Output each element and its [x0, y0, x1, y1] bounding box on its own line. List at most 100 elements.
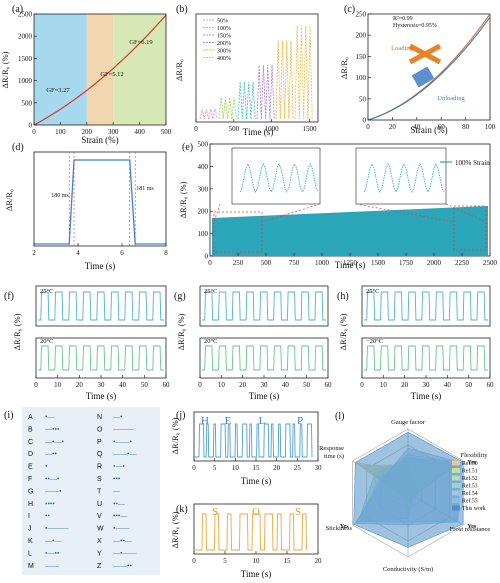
radar-series	[353, 431, 463, 548]
temperature-label: 25°C	[40, 288, 53, 295]
morse-letter: Q	[97, 451, 103, 458]
morse-letter: P	[97, 439, 102, 446]
loading-label: Loading	[391, 45, 413, 52]
panel-letter: (d)	[12, 142, 24, 153]
temperature-label: 25°C	[204, 288, 217, 295]
morse-letter: O	[97, 426, 103, 433]
x-tick-label: 20	[76, 381, 84, 389]
cycling-band	[212, 206, 488, 256]
y-axis-label: ΔR/R₀ (%)	[170, 511, 180, 548]
cyclic-series	[294, 25, 313, 120]
axes-frame	[35, 285, 167, 327]
zoom-inset	[231, 147, 321, 205]
x-tick-label: 500	[229, 125, 240, 133]
y-tick-label: 500	[22, 99, 33, 107]
temperature-label: 25°C	[366, 288, 379, 295]
response-curve	[33, 14, 167, 126]
legend-label: 50%	[217, 19, 228, 25]
panel-letter: (j)	[176, 410, 185, 421]
axes-frame	[361, 285, 491, 327]
signal-letter: E	[225, 415, 232, 427]
x-tick-label: 10	[218, 381, 226, 389]
cyclic-series	[237, 81, 256, 120]
morse-panel	[22, 407, 160, 575]
x-axis-label: Time (s)	[249, 391, 279, 401]
panel-letter: (k)	[176, 504, 188, 515]
y-tick-label: 50	[359, 95, 367, 103]
y-axis-label: ΔR/R₀	[174, 59, 184, 81]
y-axis-label: ΔR/R₀ (%)	[178, 181, 188, 218]
y-tick-label: 1000	[18, 77, 33, 85]
x-tick-label: 40	[119, 381, 127, 389]
x-tick-label: 25	[294, 464, 302, 472]
radar-axis-label: Conductivity (S/m)	[383, 566, 433, 573]
x-tick-label: 0	[194, 125, 198, 133]
rise-time-label: 180 ms	[51, 193, 69, 199]
strain-region	[34, 14, 87, 125]
square-wave-top	[38, 291, 164, 321]
x-tick-label: 500	[161, 128, 172, 136]
y-tick-label: 1500	[18, 55, 33, 63]
panel-letter: (b)	[176, 4, 188, 15]
strain-region	[86, 14, 114, 125]
y-axis-label: ΔR/R₀ (%)	[12, 313, 22, 350]
x-tick-label: 4	[76, 249, 80, 257]
morse-code: —••—	[112, 537, 133, 545]
morse-letter: S	[97, 476, 102, 483]
panel-letter: (f)	[4, 291, 14, 302]
legend-label: 100% Strain	[455, 159, 490, 167]
zoom-box	[453, 205, 487, 251]
x-tick-label: 40	[444, 381, 452, 389]
morse-letter: W	[97, 526, 104, 533]
morse-letter: B	[28, 426, 33, 433]
inset-series	[239, 163, 319, 193]
y-axis-label: ΔR/R₀ (%)	[338, 313, 348, 350]
legend-label: 100%	[217, 26, 231, 32]
x-tick-label: 0	[192, 464, 196, 472]
x-tick-label: 1000	[265, 125, 280, 133]
loading-graphic	[408, 43, 442, 65]
morse-code: —••	[44, 450, 57, 458]
y-tick-label: 300	[198, 185, 209, 193]
x-axis-label: Strain (%)	[410, 125, 447, 135]
x-tick-label: 500	[261, 259, 272, 267]
cyclic-series	[256, 65, 275, 120]
x-tick-label: 2500	[483, 259, 498, 267]
panel-letter: (l)	[335, 411, 344, 422]
signal-letter: P	[297, 415, 303, 427]
y-axis-label: ΔR/R₀	[339, 57, 349, 79]
x-tick-label: 10	[380, 381, 388, 389]
x-tick-label: 6	[120, 249, 124, 257]
panel-letter: (a)	[12, 4, 23, 15]
x-tick-label: 0	[198, 381, 202, 389]
x-tick-label: 60	[487, 381, 495, 389]
axes-frame	[195, 13, 319, 123]
x-tick-label: 60	[163, 381, 171, 389]
yes-label: Yes	[340, 524, 349, 530]
x-tick-label: 20	[389, 123, 397, 131]
morse-code: —	[112, 487, 121, 495]
morse-letter: N	[97, 414, 102, 421]
x-tick-label: 0	[32, 128, 36, 136]
morse-code: —•••	[44, 425, 60, 433]
x-axis-label: Time (s)	[411, 391, 441, 401]
legend-swatch	[452, 483, 460, 488]
legend-label: 300%	[217, 49, 231, 55]
morse-letter: D	[28, 451, 33, 458]
legend-swatch	[452, 498, 460, 503]
x-tick-label: 0	[366, 123, 370, 131]
x-tick-label: 0	[192, 557, 196, 565]
yes-label: Yes	[467, 460, 476, 466]
cyclic-series	[275, 40, 294, 120]
unloading-label: Unloading	[437, 95, 465, 102]
x-tick-label: 30	[261, 381, 269, 389]
temperature-label: 20°C	[40, 338, 53, 345]
y-tick-label: 200	[198, 208, 209, 216]
morse-letter: H	[28, 501, 33, 508]
morse-code: ••••	[45, 500, 55, 508]
morse-code: ••—•	[45, 475, 60, 483]
morse-code: •—	[45, 413, 55, 421]
x-tick-label: 15	[284, 557, 292, 565]
morse-code: •——	[113, 525, 130, 533]
x-tick-label: 5	[213, 464, 217, 472]
